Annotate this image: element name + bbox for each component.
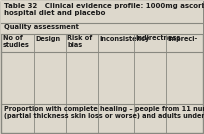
Text: Quality assessment: Quality assessment (4, 25, 79, 31)
Text: (partial thickness skin loss or worse) and adults undergoing surger: (partial thickness skin loss or worse) a… (4, 113, 204, 119)
Text: Impreci-: Impreci- (167, 36, 197, 42)
Text: Proportion with complete healing – people from 11 nursing homes: Proportion with complete healing – peopl… (4, 106, 204, 112)
Text: studies: studies (3, 42, 30, 48)
Text: hospital diet and placebo: hospital diet and placebo (4, 10, 105, 16)
Text: Inconsistency: Inconsistency (99, 36, 149, 42)
Text: Table 32   Clinical evidence profile: 1000mg ascorbic acid (5: Table 32 Clinical evidence profile: 1000… (4, 3, 204, 9)
Text: Indirectness: Indirectness (135, 36, 180, 42)
Bar (1, 23, 203, 34)
Bar (1, 1, 203, 23)
Text: Risk of: Risk of (67, 36, 92, 42)
Text: Design: Design (35, 36, 60, 42)
Text: bias: bias (67, 42, 82, 48)
Text: No of: No of (3, 36, 23, 42)
